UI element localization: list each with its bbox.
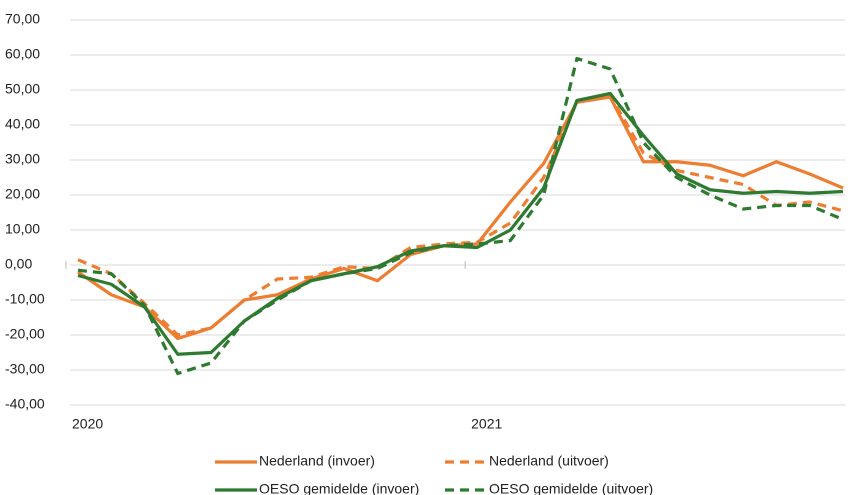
y-tick-label: 0,00: [5, 256, 32, 272]
series-line: [77, 56, 844, 376]
y-tick-label: 20,00: [5, 186, 40, 202]
legend-label: Nederland (invoer): [259, 453, 375, 469]
y-tick-label: -10,00: [5, 291, 45, 307]
y-tick-label: 60,00: [5, 46, 40, 62]
x-tick-label: 2020: [72, 416, 103, 432]
y-tick-label: -40,00: [5, 396, 45, 412]
series-line: [77, 91, 844, 356]
y-tick-label: 30,00: [5, 151, 40, 167]
y-tick-label: 40,00: [5, 116, 40, 132]
y-tick-label: 50,00: [5, 81, 40, 97]
series-line: [77, 95, 844, 341]
x-tick-label: 2021: [471, 416, 502, 432]
legend-label: OESO gemidelde (uitvoer): [489, 481, 653, 495]
legend-label: Nederland (uitvoer): [489, 453, 609, 469]
legend-label: OESO gemidelde (invoer): [259, 481, 419, 495]
y-tick-label: 10,00: [5, 221, 40, 237]
y-tick-label: -20,00: [5, 326, 45, 342]
series-line: [77, 93, 844, 337]
y-tick-label: -30,00: [5, 361, 45, 377]
y-tick-label: 70,00: [5, 11, 40, 27]
